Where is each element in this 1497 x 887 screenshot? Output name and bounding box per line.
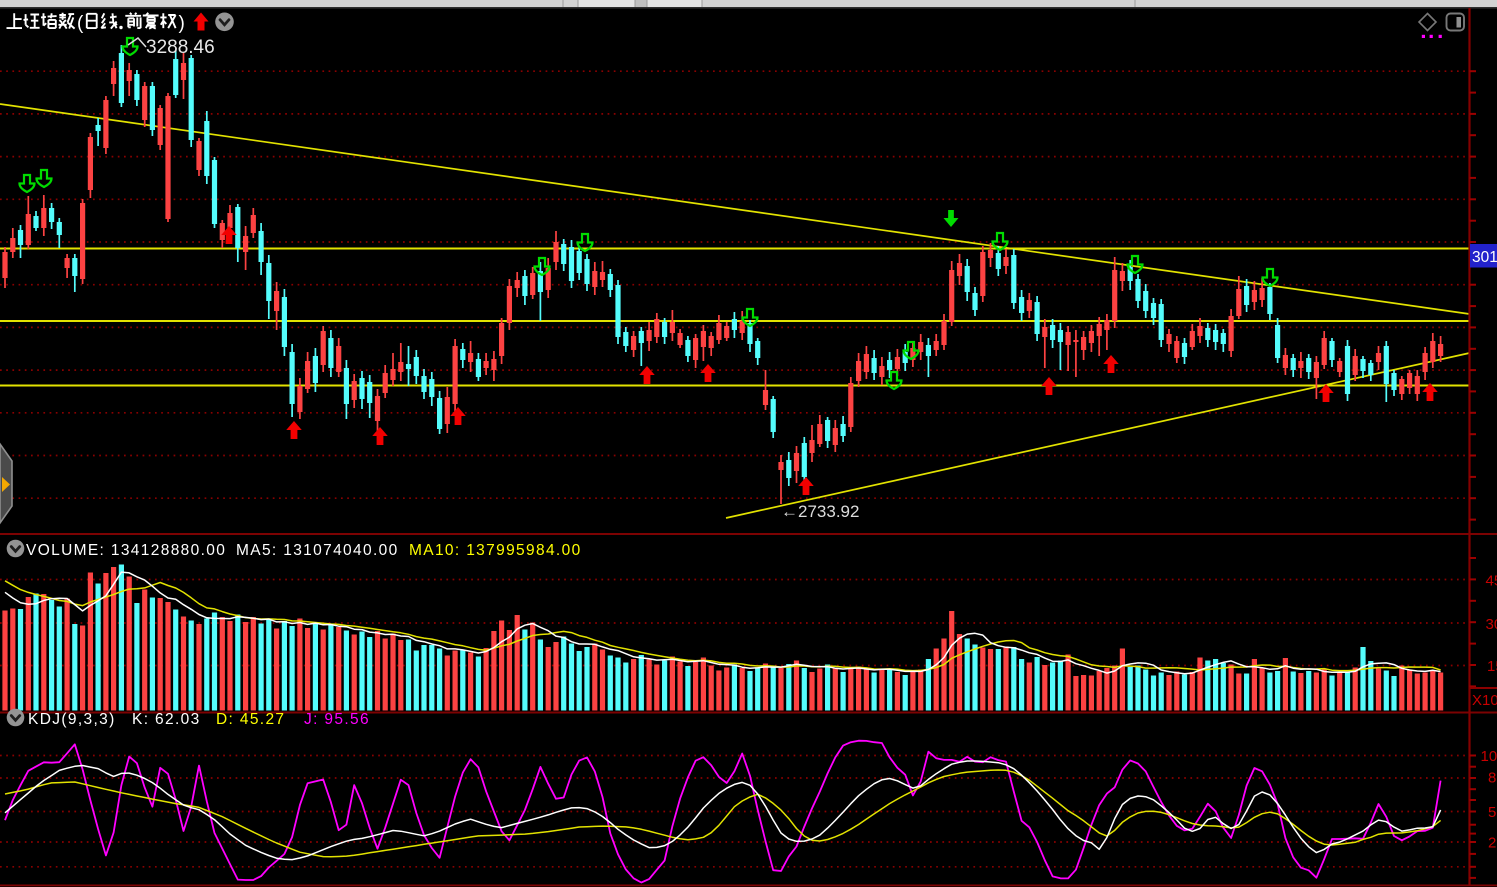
svg-text:): ) xyxy=(179,13,185,34)
svg-text:D: 45.27: D: 45.27 xyxy=(216,711,285,728)
svg-text:3011: 3011 xyxy=(1472,249,1497,266)
svg-text:J: 95.56: J: 95.56 xyxy=(304,711,370,728)
svg-text:(: ( xyxy=(77,13,84,34)
svg-text:MA10: 137995984.00: MA10: 137995984.00 xyxy=(409,542,582,559)
svg-text:MA5: 131074040.00: MA5: 131074040.00 xyxy=(236,542,399,559)
svg-text:45: 45 xyxy=(1486,573,1497,590)
svg-text:80: 80 xyxy=(1488,770,1497,787)
svg-text:KDJ(9,3,3): KDJ(9,3,3) xyxy=(28,711,116,728)
svg-text:30: 30 xyxy=(1486,616,1497,633)
svg-text:←2733.92: ←2733.92 xyxy=(781,502,859,521)
svg-text:50: 50 xyxy=(1488,804,1497,821)
svg-text:15: 15 xyxy=(1487,658,1497,675)
svg-text:VOLUME: 134128880.00: VOLUME: 134128880.00 xyxy=(26,542,226,559)
svg-text:X10: X10 xyxy=(1472,692,1497,709)
svg-text:100: 100 xyxy=(1481,748,1497,765)
svg-text:3288.46: 3288.46 xyxy=(146,37,215,58)
svg-text:K: 62.03: K: 62.03 xyxy=(132,711,201,728)
svg-text:20: 20 xyxy=(1488,835,1497,852)
